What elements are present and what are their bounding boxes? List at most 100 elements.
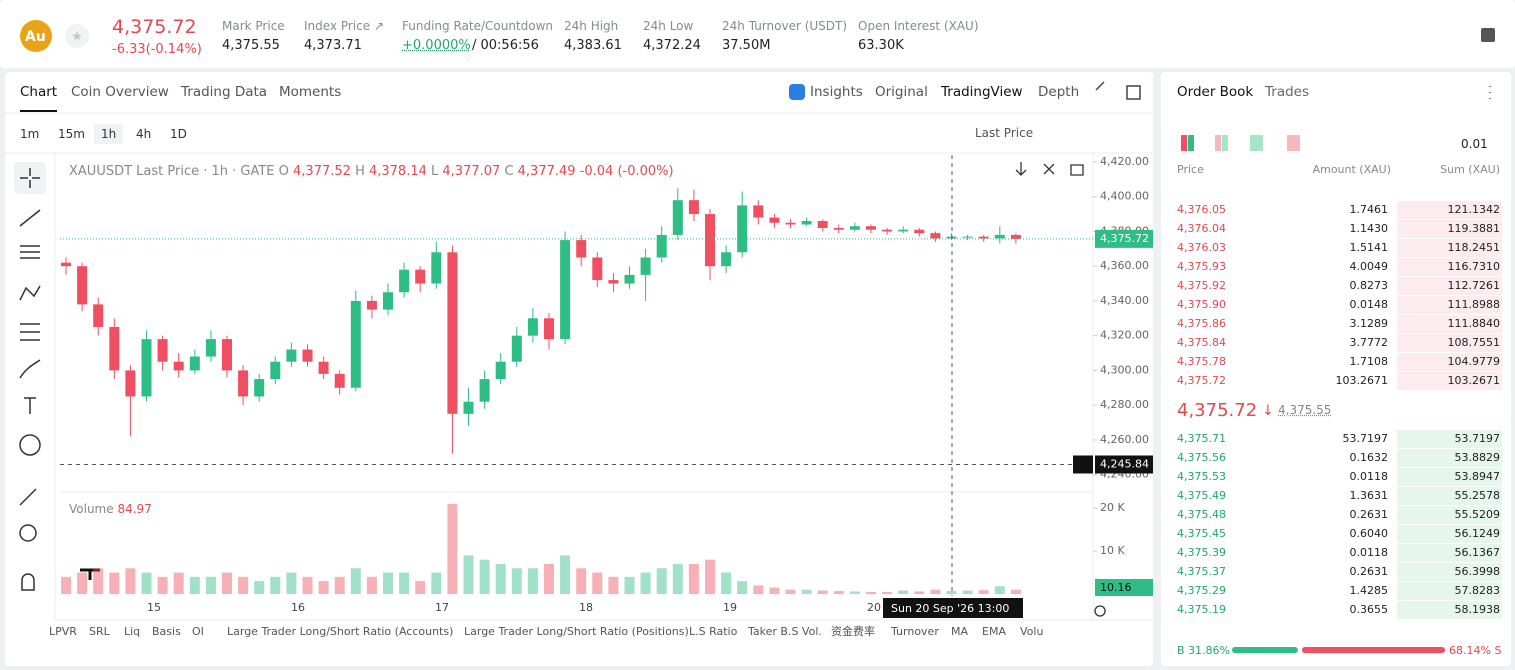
book-price: 4,375.93 <box>1177 260 1226 273</box>
chart-controls[interactable] <box>1015 162 1084 176</box>
book-col: Price <box>1177 163 1204 176</box>
candle-body <box>833 227 844 230</box>
chart-tab[interactable]: Trading Data <box>181 84 268 100</box>
candle-body <box>270 361 281 380</box>
depth-bar <box>1397 468 1502 486</box>
y-tick-label: 4,400.00 <box>1100 190 1149 203</box>
volume-tick-label: 20 K <box>1100 501 1125 514</box>
candle-body <box>318 361 329 374</box>
interval[interactable]: 1m <box>20 127 40 141</box>
view-option[interactable]: Insights <box>810 84 863 100</box>
indicator-tab[interactable]: LPVR <box>49 625 77 638</box>
book-amount: 53.7197 <box>1342 432 1389 445</box>
precision[interactable]: 0.01 <box>1461 137 1488 151</box>
book-mode-icon[interactable] <box>1222 135 1228 151</box>
x-tick-label: 20 <box>867 601 881 614</box>
candle-body <box>463 401 474 414</box>
volume-bar <box>77 572 88 594</box>
book-tab[interactable]: Order Book <box>1177 84 1254 100</box>
book-tab[interactable]: Trades <box>1265 84 1309 100</box>
book-mark-price: 4,375.55 <box>1278 403 1332 417</box>
legend-item: 4,377.07 <box>442 164 500 179</box>
menu-icon[interactable] <box>1481 28 1495 42</box>
view-option[interactable]: Original <box>875 84 928 100</box>
chart-tab[interactable]: Moments <box>279 84 342 100</box>
x-tick-label: 19 <box>723 601 737 614</box>
book-mode-icon[interactable] <box>1287 135 1300 151</box>
candle-body <box>737 205 748 253</box>
indicator-tab[interactable]: 资金费率 <box>831 625 875 638</box>
chart-tab[interactable]: Coin Overview <box>71 84 169 100</box>
volume-bar <box>431 572 442 594</box>
candle-body <box>1010 234 1021 239</box>
candle-body <box>141 339 152 397</box>
panel-icons[interactable] <box>1094 81 1491 617</box>
book-last-price: 4,375.72 <box>1177 400 1258 421</box>
volume-bar <box>415 581 426 594</box>
book-mode-icon[interactable] <box>1215 135 1221 151</box>
book-amount: 1.7108 <box>1349 355 1389 368</box>
indicator-tab[interactable]: OI <box>192 625 204 638</box>
stat-value: +0.0000% <box>402 38 471 53</box>
buy-ratio-label: B 31.86% <box>1177 644 1230 657</box>
volume-bar <box>527 568 538 594</box>
sell-ratio-label: 68.14% S <box>1449 644 1502 657</box>
indicator-tab[interactable]: Large Trader Long/Short Ratio (Positions… <box>464 625 689 638</box>
stat-value: 37.50M <box>722 38 771 53</box>
book-sum: 58.1938 <box>1454 603 1501 616</box>
candle-body <box>173 361 184 371</box>
book-mode-icon[interactable] <box>1188 135 1194 151</box>
interval[interactable]: 4h <box>136 127 152 141</box>
book-mode-icon[interactable] <box>1181 135 1187 151</box>
chart-tab[interactable]: Chart <box>20 85 58 112</box>
indicator-tab[interactable]: MA <box>951 625 969 638</box>
indicator-tab[interactable]: Turnover <box>891 625 939 638</box>
toolbar-icons[interactable] <box>19 209 41 591</box>
interval[interactable]: 1D <box>170 127 187 141</box>
insights-icon <box>789 84 805 100</box>
candle-body <box>302 349 313 362</box>
volume-bar <box>866 591 876 594</box>
candle-body <box>222 339 232 371</box>
favorite-button[interactable] <box>65 24 89 48</box>
indicator-tab[interactable]: Basis <box>152 625 181 638</box>
volume-tick-label: 10 K <box>1100 544 1125 557</box>
book-amount: 0.6040 <box>1349 527 1389 540</box>
volume-value: 84.97 <box>117 502 151 516</box>
depth-bar <box>1397 353 1502 371</box>
indicator-tab[interactable]: Liq <box>124 625 141 638</box>
interval[interactable]: 1h <box>94 124 124 144</box>
price-source[interactable]: Last Price <box>975 126 1034 140</box>
x-tick-label: 16 <box>291 601 305 614</box>
candle-body <box>238 370 249 397</box>
indicator-tab[interactable]: Large Trader Long/Short Ratio (Accounts) <box>227 625 454 638</box>
view-option[interactable]: TradingView <box>941 84 1023 100</box>
last-price: 4,375.72 <box>112 16 197 38</box>
x-tick-label: 15 <box>147 601 161 614</box>
stat-value: 4,372.24 <box>643 38 701 53</box>
candle-body <box>898 229 909 232</box>
indicator-tab[interactable]: EMA <box>982 625 1006 638</box>
candle-body <box>77 266 88 305</box>
indicator-tab[interactable]: Taker B.S Vol. <box>748 625 822 638</box>
book-sum: 121.1342 <box>1447 203 1501 216</box>
candle-body <box>125 370 136 397</box>
candle-body <box>334 373 345 388</box>
volume-bar <box>882 591 893 594</box>
indicator-tab[interactable]: Volu <box>1020 625 1044 638</box>
candle-body <box>785 222 796 225</box>
volume-bar <box>318 581 329 594</box>
depth-bar <box>1397 258 1502 276</box>
book-mode-icon[interactable] <box>1250 135 1263 151</box>
volume-bar <box>576 568 587 594</box>
indicator-tab[interactable]: L.S Ratio <box>689 625 738 638</box>
tool-crosshair[interactable] <box>14 162 46 194</box>
interval[interactable]: 15m <box>58 127 85 141</box>
candle-body <box>61 262 71 267</box>
indicator-tab[interactable]: SRL <box>89 625 110 638</box>
book-amount: 3.1289 <box>1349 317 1389 330</box>
volume-title: Volume <box>69 502 114 516</box>
view-option[interactable]: Depth <box>1038 84 1080 100</box>
